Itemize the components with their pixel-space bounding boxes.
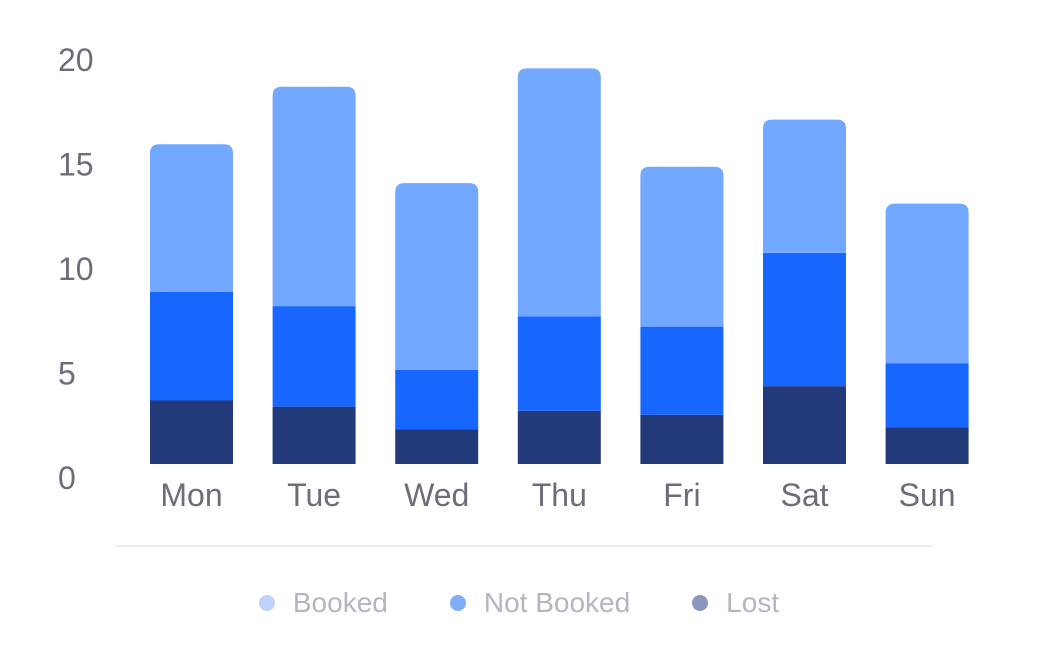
- x-tick-label: Sun: [899, 477, 956, 513]
- bar-segment-lost-sat: [763, 386, 846, 464]
- x-tick-label: Mon: [160, 477, 222, 513]
- bar-segment-not-booked-fri: [640, 326, 724, 415]
- bar-segment-lost-thu: [517, 410, 601, 464]
- x-tick-label: Tue: [287, 477, 341, 513]
- y-tick-label: 15: [58, 147, 94, 183]
- bar-segment-not-booked-tue: [272, 306, 356, 407]
- legend-item-booked: Booked: [258, 583, 388, 623]
- bar-segment-not-booked-sat: [763, 252, 846, 387]
- bar-segment-booked-wed: [395, 183, 479, 370]
- bar-segment-booked-tue: [272, 86, 356, 307]
- bar-segment-not-booked-mon: [150, 291, 233, 401]
- y-axis-ticks: 0 5 10 15 20: [58, 42, 94, 496]
- bar-segment-booked-sat: [763, 119, 846, 253]
- legend-item-lost: Lost: [692, 583, 779, 623]
- bar-segment-lost-sun: [885, 427, 969, 464]
- y-tick-label: 20: [58, 42, 94, 78]
- x-tick-label: Sat: [780, 477, 828, 513]
- legend-dot-icon: [449, 595, 466, 611]
- bar-segment-booked-mon: [150, 144, 233, 292]
- x-tick-label: Thu: [532, 477, 587, 513]
- bar-segment-booked-fri: [640, 166, 724, 327]
- bar-segment-lost-fri: [640, 414, 724, 464]
- legend-dot-icon: [258, 595, 275, 611]
- legend: Booked Not Booked Lost: [0, 583, 1038, 623]
- bar-segment-lost-mon: [150, 400, 233, 464]
- y-tick-label: 10: [58, 251, 94, 287]
- legend-item-not-booked: Not Booked: [449, 583, 631, 623]
- bar-segment-not-booked-sun: [885, 363, 969, 428]
- legend-label: Not Booked: [483, 587, 631, 618]
- y-tick-label: 5: [58, 356, 76, 392]
- bars: [150, 68, 969, 464]
- x-axis-ticks: Mon Tue Wed Thu Fri Sat Sun: [160, 477, 955, 513]
- bar-segment-booked-sun: [885, 203, 969, 364]
- bar-segment-lost-wed: [395, 429, 479, 464]
- x-tick-label: Wed: [404, 477, 469, 513]
- x-tick-label: Fri: [663, 477, 700, 513]
- bar-segment-booked-thu: [517, 68, 601, 317]
- bar-segment-lost-tue: [272, 406, 356, 464]
- legend-dot-icon: [692, 595, 709, 611]
- legend-label: Booked: [292, 587, 388, 618]
- y-tick-label: 0: [58, 460, 76, 496]
- legend-label: Lost: [726, 587, 780, 618]
- bar-segment-not-booked-wed: [395, 369, 479, 430]
- bar-segment-not-booked-thu: [517, 316, 601, 411]
